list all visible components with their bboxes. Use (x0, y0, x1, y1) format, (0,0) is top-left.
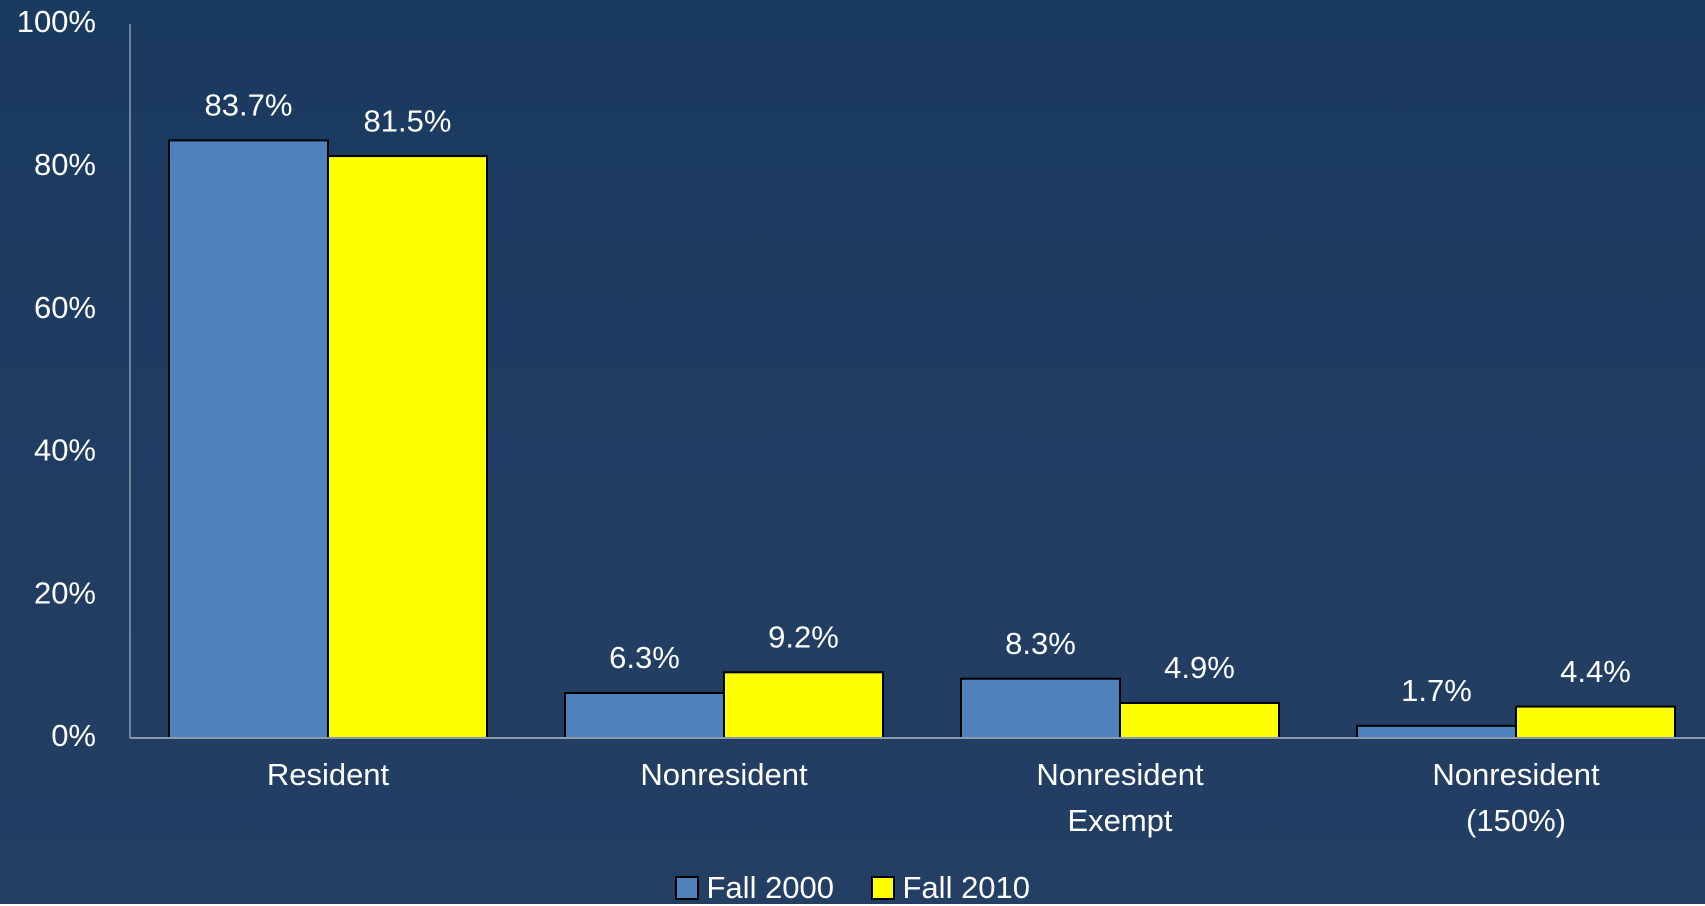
legend-swatch (870, 876, 895, 900)
legend-label: Fall 2010 (902, 870, 1031, 905)
x-tick-label: Resident (266, 757, 390, 792)
data-label: 6.3% (609, 640, 680, 675)
data-label: 8.3% (1005, 626, 1076, 661)
bar (960, 677, 1121, 739)
data-label: 4.4% (1560, 654, 1631, 689)
bar (168, 139, 329, 739)
legend-label: Fall 2000 (706, 870, 835, 905)
bar (1515, 705, 1676, 739)
y-tick-label: 80% (34, 147, 96, 182)
legend-swatch (674, 876, 699, 900)
data-label: 83.7% (205, 88, 293, 123)
x-tick-label: Nonresident (150%) (1432, 757, 1600, 838)
x-tick-label: Nonresident Exempt (1036, 757, 1204, 838)
data-label: 9.2% (768, 619, 839, 654)
y-tick-label: 0% (51, 718, 96, 753)
x-tick-label: Nonresident (640, 757, 808, 792)
y-tick-label: 20% (34, 575, 96, 610)
bar (327, 155, 488, 739)
y-tick-label: 40% (34, 433, 96, 468)
legend-item: Fall 2000 (674, 870, 835, 906)
bar (1119, 702, 1280, 739)
bar (723, 671, 884, 740)
bar (1356, 724, 1517, 739)
data-label: 81.5% (364, 103, 452, 138)
data-label: 4.9% (1164, 650, 1235, 685)
y-tick-label: 100% (17, 4, 96, 39)
data-label: 1.7% (1401, 673, 1472, 708)
y-tick-label: 60% (34, 290, 96, 325)
legend-item: Fall 2010 (870, 870, 1031, 906)
bar (564, 692, 725, 740)
